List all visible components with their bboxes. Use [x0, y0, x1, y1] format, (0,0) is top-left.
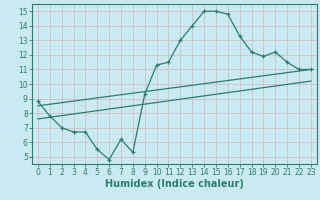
- X-axis label: Humidex (Indice chaleur): Humidex (Indice chaleur): [105, 179, 244, 189]
